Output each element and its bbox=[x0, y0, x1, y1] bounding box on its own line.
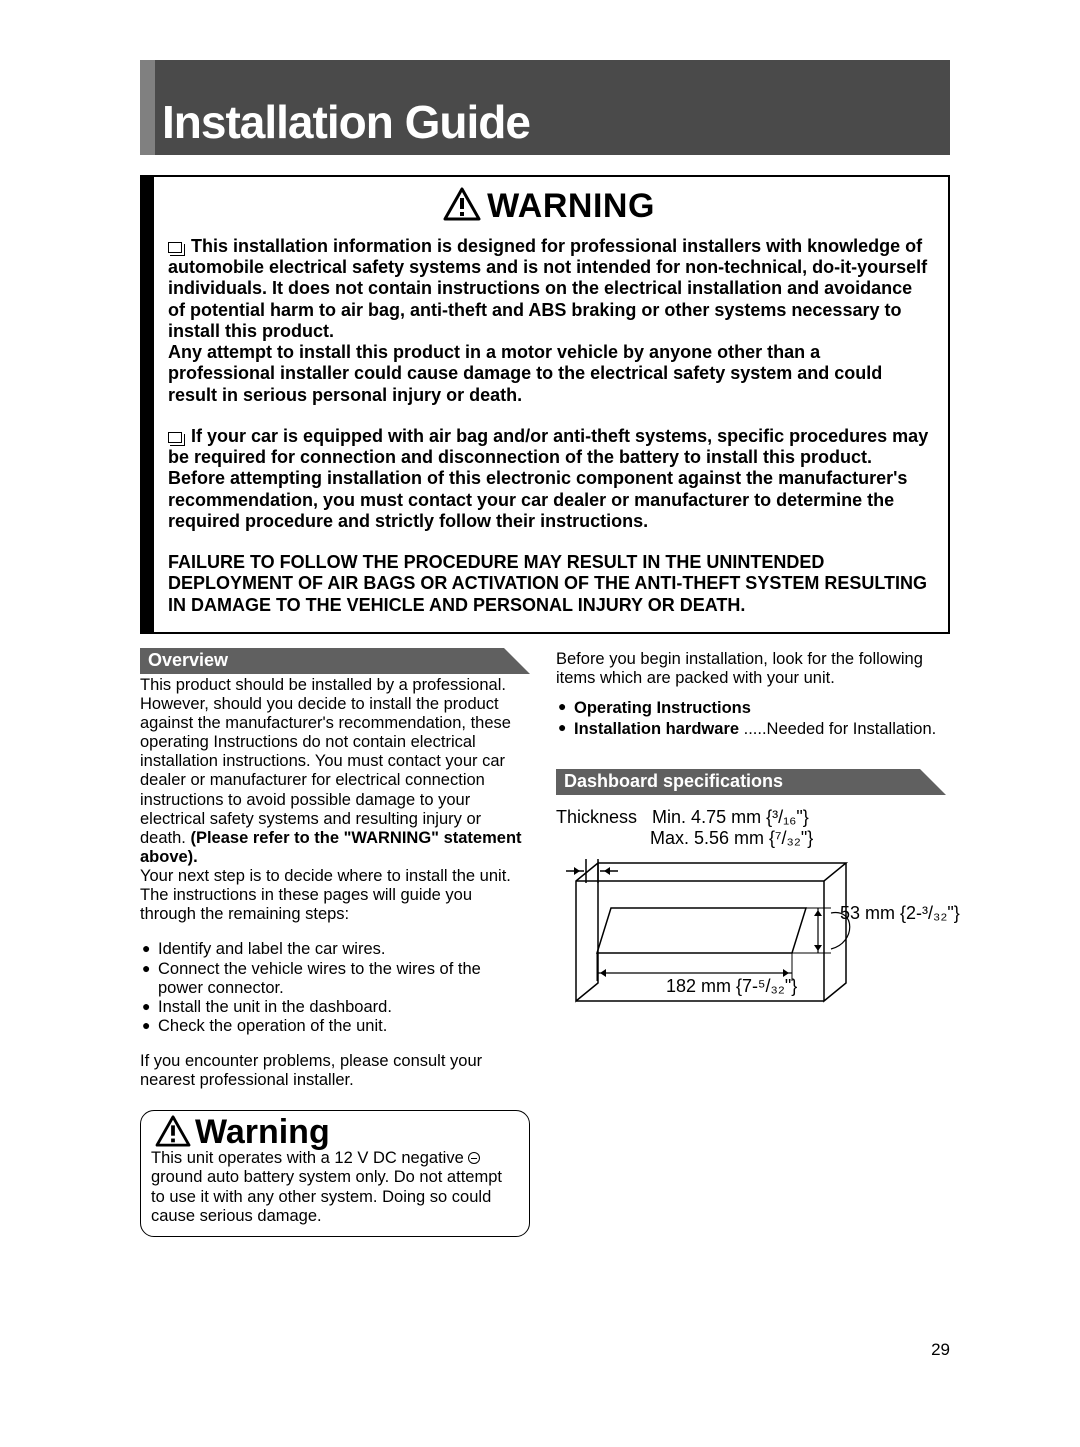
warning-p2: Any attempt to install this product in a… bbox=[168, 342, 930, 406]
warning-icon bbox=[155, 1115, 191, 1147]
main-warning-box: WARNING This installation information is… bbox=[140, 175, 950, 634]
small-warning-body: This unit operates with a 12 V DC negati… bbox=[151, 1149, 519, 1226]
negative-ground-icon bbox=[468, 1152, 480, 1164]
warning-p5: FAILURE TO FOLLOW THE PROCEDURE MAY RESU… bbox=[168, 552, 930, 616]
title-accent bbox=[140, 60, 155, 155]
dashboard-diagram bbox=[556, 853, 946, 1038]
overview-steps: Identify and label the car wires. Connec… bbox=[140, 940, 530, 1036]
left-column: Overview This product should be installe… bbox=[140, 648, 530, 1237]
overview-p1: This product should be installed by a pr… bbox=[140, 676, 530, 867]
overview-heading: Overview bbox=[140, 648, 530, 674]
list-item: Operating Instructions bbox=[556, 698, 946, 719]
warning-p3: If your car is equipped with air bag and… bbox=[168, 426, 930, 468]
list-item: Identify and label the car wires. bbox=[140, 940, 530, 959]
overview-p2: Your next step is to decide where to ins… bbox=[140, 867, 530, 924]
warning-icon bbox=[443, 187, 481, 230]
warning-p1: This installation information is designe… bbox=[168, 236, 930, 342]
thickness-max: Max. 5.56 mm {⁷/₃₂"} bbox=[556, 828, 946, 849]
dash-width-label: 182 mm {7-⁵/₃₂"} bbox=[666, 976, 1056, 997]
dashboard-spec-section: Dashboard specifications Thickness Min. … bbox=[556, 769, 946, 1080]
title-bar: Installation Guide bbox=[140, 60, 950, 155]
small-warning-heading: Warning bbox=[151, 1115, 519, 1149]
page-title: Installation Guide bbox=[162, 95, 530, 149]
list-item: Installation hardware .....Needed for In… bbox=[556, 719, 946, 740]
right-column: Before you begin installation, look for … bbox=[556, 648, 946, 1237]
dash-spec-heading: Dashboard specifications bbox=[556, 769, 946, 795]
overview-p3: If you encounter problems, please consul… bbox=[140, 1052, 530, 1090]
warning-p4: Before attempting installation of this e… bbox=[168, 468, 930, 532]
box-bullet-icon bbox=[168, 432, 182, 443]
list-item: Check the operation of the unit. bbox=[140, 1017, 530, 1036]
list-item: Connect the vehicle wires to the wires o… bbox=[140, 960, 530, 998]
small-warning-box: Warning This unit operates with a 12 V D… bbox=[140, 1110, 530, 1237]
warning-heading: WARNING bbox=[168, 187, 930, 230]
page-number: 29 bbox=[931, 1340, 950, 1360]
packed-items: Operating Instructions Installation hard… bbox=[556, 698, 946, 739]
warning-heading-text: WARNING bbox=[487, 187, 655, 225]
packed-intro: Before you begin installation, look for … bbox=[556, 650, 946, 688]
dash-height-label: 53 mm {2-³/₃₂"} bbox=[840, 903, 990, 924]
thickness-line: Thickness Min. 4.75 mm {³/₁₆"} bbox=[556, 807, 946, 828]
list-item: Install the unit in the dashboard. bbox=[140, 998, 530, 1017]
box-bullet-icon bbox=[168, 242, 182, 253]
